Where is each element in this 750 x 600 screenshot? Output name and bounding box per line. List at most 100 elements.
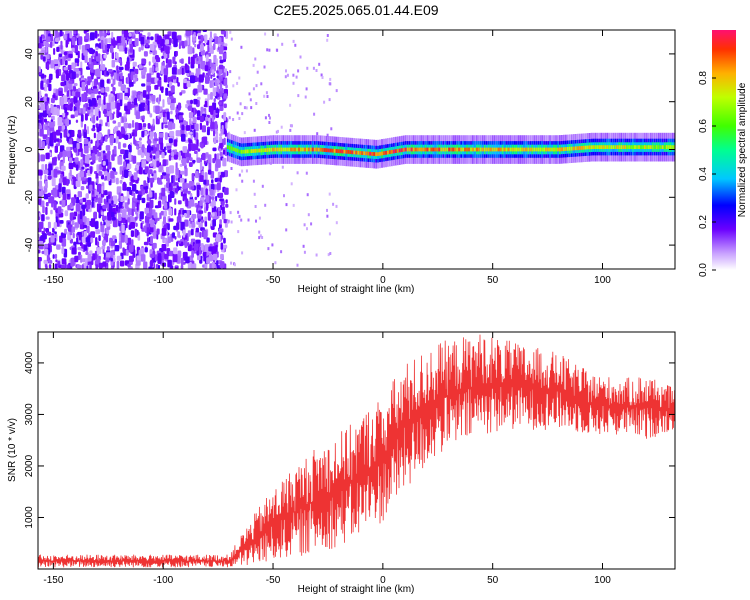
ridge-cell (428, 147, 431, 152)
heat-cell (70, 114, 75, 119)
ridge-cell (323, 148, 326, 152)
heat-cell (219, 136, 223, 144)
heat-cell (200, 56, 203, 62)
heat-cell (165, 87, 169, 96)
heat-cell (96, 68, 101, 77)
heat-cell (165, 64, 169, 69)
heat-cell (80, 61, 83, 70)
heat-cell (120, 195, 124, 202)
ridge-cell (420, 147, 423, 152)
heat-cell (116, 204, 119, 212)
heat-cell (213, 137, 217, 144)
heat-cell (127, 73, 131, 78)
heat-cell (84, 55, 88, 63)
heat-cell (108, 94, 112, 103)
heat-cell (105, 222, 111, 227)
heat-cell (62, 177, 67, 186)
heat-cell (199, 200, 203, 206)
heat-cell (58, 178, 63, 185)
heat-cell (196, 157, 201, 163)
ridge-cell (527, 147, 530, 152)
ridge-cell (640, 145, 642, 149)
ridge-cell (483, 147, 486, 152)
heat-cell (111, 252, 114, 259)
heat-cell (115, 177, 119, 185)
heat-cell (304, 95, 307, 99)
ridge-cell (436, 147, 439, 152)
heat-cell (45, 42, 49, 46)
heat-cell (217, 101, 222, 105)
ridge-cell (359, 151, 362, 155)
ridge-cell (232, 147, 235, 152)
heat-cell (172, 253, 178, 263)
heat-cell (75, 91, 81, 98)
heat-cell (105, 145, 111, 151)
ridge-cell (650, 145, 652, 149)
ridge-cell (329, 148, 332, 153)
heat-cell (206, 257, 210, 264)
snr-ytick-label: 2000 (24, 454, 35, 477)
heat-cell (125, 249, 129, 256)
ridge-cell (242, 149, 245, 154)
heat-cell (176, 77, 179, 84)
ridge-cell (290, 147, 292, 152)
ridge-cell (442, 147, 445, 152)
heat-cell (230, 167, 233, 170)
heat-cell (123, 122, 129, 129)
heat-cell (91, 153, 96, 161)
heat-cell (44, 174, 47, 181)
ridge-cell (618, 145, 621, 149)
heat-cell (52, 39, 55, 47)
heat-cell (96, 178, 99, 184)
ridge-cell (288, 147, 290, 152)
heat-cell (206, 202, 209, 211)
heat-cell (330, 127, 333, 131)
heat-cell (228, 116, 231, 120)
heat-cell (156, 35, 162, 44)
heat-cell (44, 83, 48, 92)
ridge-cell (474, 147, 476, 152)
heat-cell (207, 70, 211, 76)
heat-cell (75, 119, 79, 123)
heat-cell (112, 111, 116, 115)
heat-cell (134, 38, 139, 47)
ridge-cell (653, 145, 656, 149)
heat-cell (255, 102, 258, 105)
heat-cell (141, 160, 147, 168)
ridge-cell (398, 148, 401, 153)
ridge-cell (270, 147, 273, 152)
heat-cell (212, 253, 218, 261)
heat-cell (187, 46, 193, 55)
heat-cell (64, 228, 68, 235)
heat-cell (212, 219, 216, 227)
ridge-cell (481, 147, 484, 152)
heat-cell (228, 131, 230, 135)
spectrogram-xtick-label: -100 (153, 275, 173, 286)
heat-cell (218, 207, 221, 212)
heat-cell (58, 183, 62, 193)
heat-cell (192, 47, 195, 54)
heat-cell (157, 255, 162, 264)
heat-cell (101, 245, 106, 250)
heat-cell (58, 139, 62, 143)
heat-cell (165, 108, 169, 113)
ridge-cell (292, 147, 294, 152)
heat-cell (178, 102, 181, 111)
ridge-cell (321, 148, 324, 152)
heat-cell (164, 253, 169, 260)
heat-cell (175, 113, 178, 120)
heat-cell (131, 201, 136, 211)
heat-cell (210, 121, 215, 130)
ridge-cell (308, 147, 310, 152)
heat-cell (220, 242, 224, 250)
heat-cell (206, 120, 209, 126)
ridge-cell (345, 149, 348, 154)
heat-cell (55, 259, 58, 263)
heat-cell (182, 121, 187, 126)
heat-cell (143, 185, 148, 190)
heat-cell (66, 89, 69, 97)
heat-cell (90, 112, 94, 117)
heat-cell (268, 113, 270, 117)
heat-cell (156, 160, 160, 168)
heat-cell (41, 164, 45, 171)
